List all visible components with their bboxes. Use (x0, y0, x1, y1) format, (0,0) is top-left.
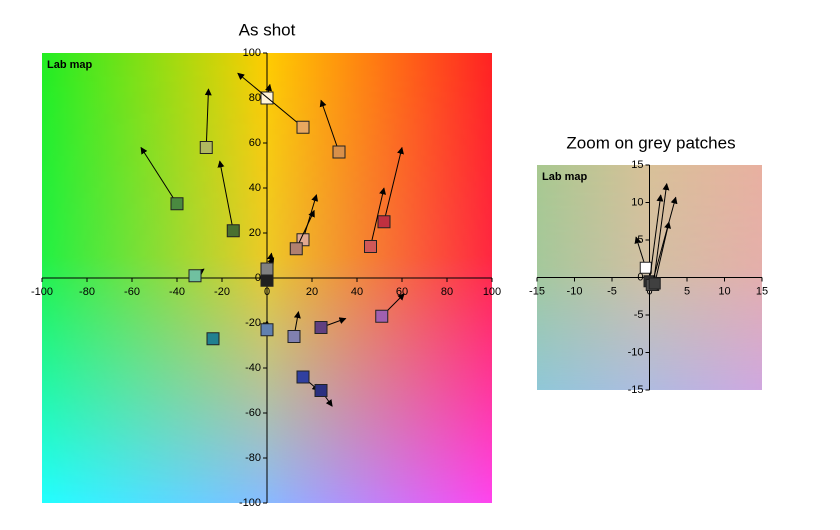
patch-marker (226, 224, 240, 238)
patch-marker (289, 242, 303, 256)
annotation: Lab map (542, 171, 588, 183)
patch-marker (199, 141, 213, 154)
patch-marker (377, 215, 391, 229)
patch-marker (260, 262, 274, 276)
shift-arrow (319, 99, 340, 153)
x-tick-label: -10 (567, 285, 583, 297)
shift-arrow (383, 146, 404, 222)
patch-marker (639, 261, 652, 274)
y-tick-label: 100 (243, 47, 261, 59)
x-tick-label: -60 (124, 286, 140, 298)
annotation: Lab map (47, 59, 93, 71)
y-tick-label: -80 (245, 452, 261, 464)
x-tick-label: 20 (306, 286, 318, 298)
x-tick-label: -20 (214, 286, 230, 298)
y-tick-label: -40 (245, 362, 261, 374)
shift-arrow (204, 88, 212, 148)
y-tick-label: 10 (631, 196, 643, 208)
x-tick-label: -15 (529, 285, 545, 297)
x-tick-label: 10 (718, 285, 730, 297)
x-tick-label: 80 (441, 286, 453, 298)
shift-arrow (649, 194, 664, 282)
shift-arrow (654, 221, 671, 284)
x-tick-label: 5 (684, 285, 690, 297)
patch-marker (188, 269, 202, 283)
y-tick-label: 0 (637, 271, 643, 283)
patch-marker (260, 323, 274, 337)
y-tick-label: 40 (249, 182, 261, 194)
x-tick-label: 0 (646, 285, 652, 297)
x-tick-label: 15 (756, 285, 768, 297)
y-tick-label: 0 (255, 272, 261, 284)
y-tick-label: -5 (634, 309, 644, 321)
x-tick-label: 40 (351, 286, 363, 298)
x-tick-label: -100 (31, 286, 53, 298)
shift-arrow (652, 183, 670, 286)
patch-marker (296, 370, 310, 384)
y-tick-label: 80 (249, 92, 261, 104)
shift-arrow (140, 146, 178, 205)
shift-arrow (370, 187, 386, 247)
x-tick-label: 100 (483, 286, 501, 298)
patch-marker (296, 120, 310, 134)
chart-title: As shot (239, 20, 296, 39)
y-tick-label: 60 (249, 137, 261, 149)
y-tick-label: 20 (249, 227, 261, 239)
patch-marker (170, 197, 184, 211)
y-tick-label: -100 (239, 497, 261, 509)
patch-marker (364, 240, 377, 253)
patch-marker (206, 332, 220, 346)
patch-marker (287, 330, 301, 343)
y-tick-label: 15 (631, 159, 643, 171)
x-tick-label: -40 (169, 286, 185, 298)
y-tick-label: -20 (245, 317, 261, 329)
patch-marker (314, 321, 328, 334)
x-tick-label: -5 (607, 285, 617, 297)
x-tick-label: -80 (79, 286, 95, 298)
patch-marker (648, 277, 661, 290)
chart-title: Zoom on grey patches (566, 133, 735, 152)
y-tick-label: -10 (628, 346, 644, 358)
x-tick-label: 0 (264, 286, 270, 298)
patch-marker (332, 145, 346, 159)
y-tick-label: -60 (245, 407, 261, 419)
shift-arrow (237, 72, 304, 128)
patch-marker (314, 384, 328, 397)
y-tick-label: -15 (628, 384, 644, 396)
shift-arrow (217, 160, 234, 231)
shift-arrow (651, 196, 678, 286)
patch-marker (375, 309, 389, 323)
patch-marker (260, 273, 274, 287)
